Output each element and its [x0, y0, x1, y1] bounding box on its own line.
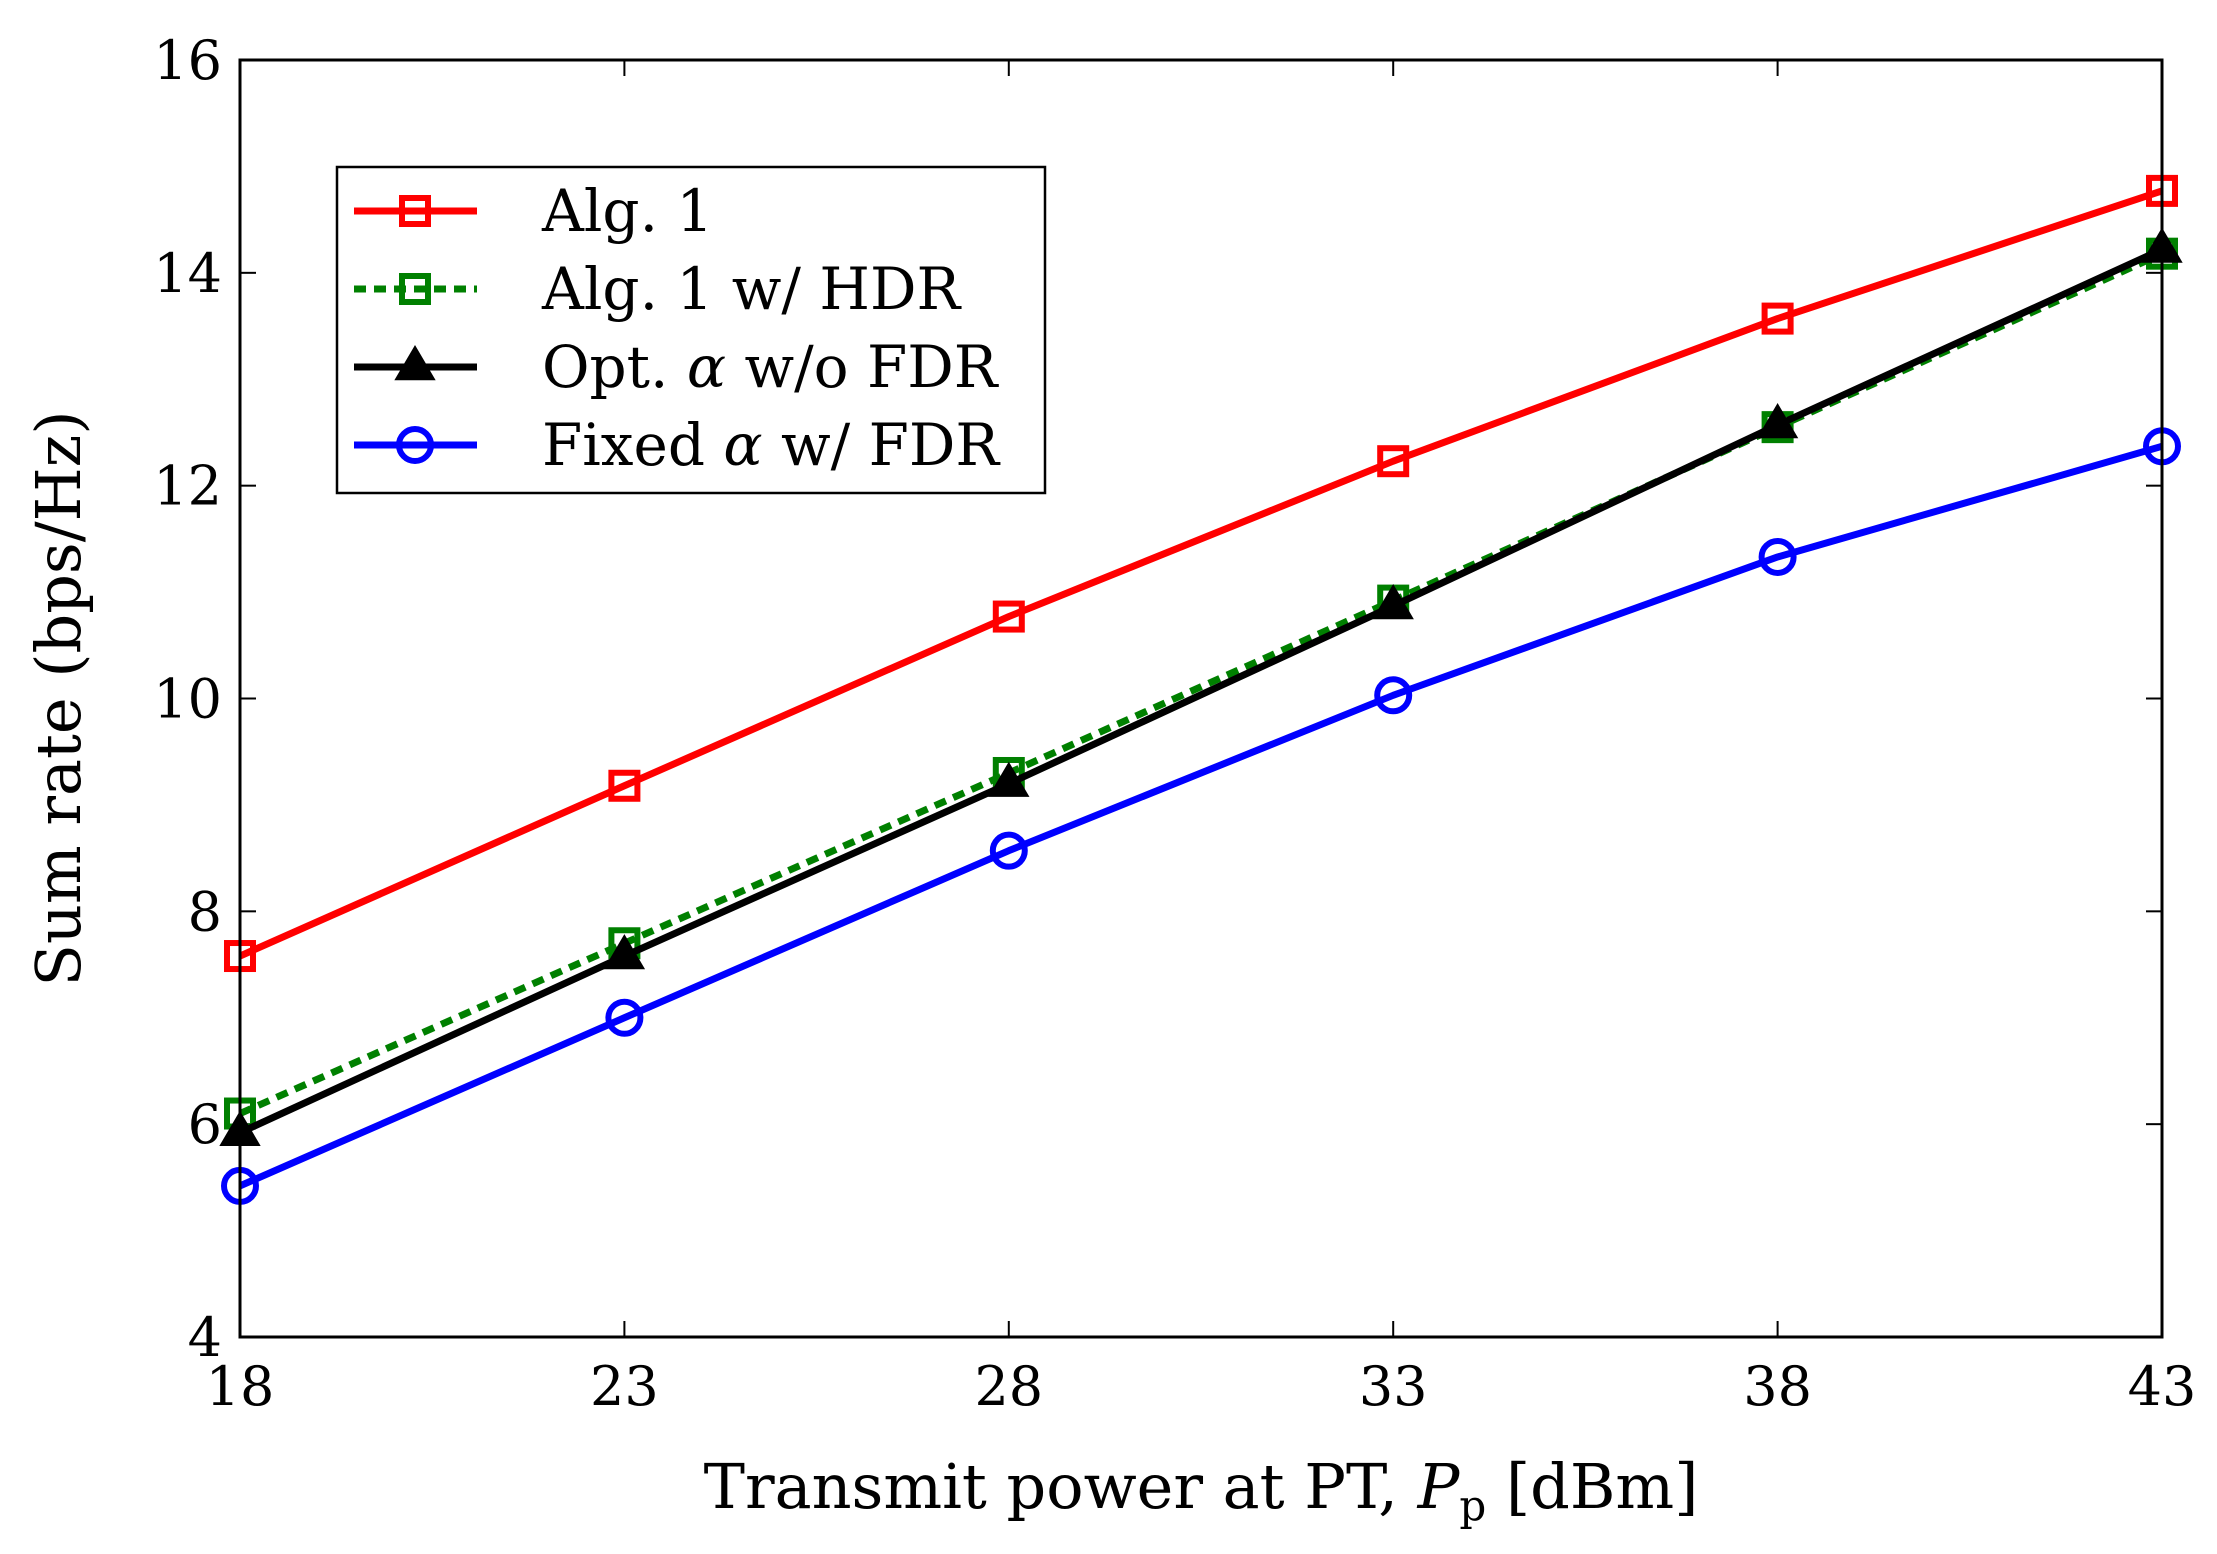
series-2: [219, 227, 2183, 1146]
legend-marker: [399, 273, 431, 305]
data-point: [988, 761, 1030, 797]
x-axis-title-subscript: p: [1459, 1481, 1486, 1530]
y-tick-label: 6: [188, 1093, 222, 1156]
data-point: [603, 934, 646, 970]
data-point: [1372, 583, 1414, 620]
y-tick-label: 4: [188, 1306, 222, 1369]
x-tick-label: 38: [1743, 1355, 1812, 1418]
legend-entry: Alg. 1 w/ HDR: [354, 255, 962, 323]
legend-label: Fixed α w/ FDR: [542, 411, 1001, 479]
legend-label: Opt. α w/o FDR: [542, 333, 1000, 401]
x-tick-label: 18: [206, 1355, 275, 1418]
y-tick-label: 16: [153, 29, 222, 92]
legend-symbol: α: [687, 333, 726, 401]
legend-marker: [396, 426, 434, 464]
legend-marker: [394, 345, 436, 381]
legend-text: Alg. 1 w/ HDR: [541, 255, 962, 323]
legend-marker: [399, 195, 431, 227]
legend-symbol: α: [723, 411, 762, 479]
x-tick-label: 23: [590, 1355, 659, 1418]
legend-entry: Opt. α w/o FDR: [354, 333, 1000, 401]
y-tick-label: 8: [188, 880, 222, 943]
legend-box: [335, 165, 1047, 495]
series-line: [238, 442, 2163, 1190]
series-line: [238, 187, 2164, 960]
series-line: [238, 250, 2164, 1117]
x-tick-label: 28: [974, 1355, 1043, 1418]
x-tick-label: 43: [2128, 1355, 2197, 1418]
plot-frame: [238, 58, 2164, 1339]
x-axis-title-main: Transmit power at PT,: [704, 1450, 1418, 1523]
series-0: [224, 174, 2178, 973]
legend-entry: Fixed α w/ FDR: [354, 411, 1001, 479]
legend-label: Alg. 1: [541, 177, 713, 245]
y-axis-title: Sum rate (bps/Hz): [22, 410, 95, 986]
legend-label: Alg. 1 w/ HDR: [541, 255, 962, 323]
data-point: [1377, 445, 1410, 478]
data-point: [1758, 537, 1797, 576]
legend-text: w/ FDR: [763, 411, 1002, 479]
y-tick-label: 14: [153, 242, 222, 305]
data-point: [608, 769, 641, 802]
x-axis-title-unit: [dBm]: [1486, 1450, 1698, 1523]
legend-entry: Alg. 1: [354, 177, 713, 245]
data-point: [1761, 302, 1794, 335]
legend-text: Fixed: [542, 411, 723, 479]
data-point: [989, 831, 1028, 870]
legend-text: w/o FDR: [726, 333, 1000, 401]
legend-text: Opt.: [542, 333, 687, 401]
legend-text: Alg. 1: [541, 177, 713, 245]
y-tick-label: 10: [153, 668, 222, 731]
x-axis-title: Transmit power at PT, Pp [dBm]: [704, 1450, 1699, 1530]
y-tick-label: 12: [153, 455, 222, 518]
data-point: [605, 998, 644, 1037]
series-line: [238, 246, 2164, 1136]
data-point: [1756, 403, 1799, 439]
data-point: [1374, 676, 1413, 715]
x-axis-title-symbol: P: [1417, 1450, 1461, 1523]
series-3: [221, 427, 2181, 1205]
data-point: [992, 600, 1025, 633]
x-tick-label: 33: [1359, 1355, 1428, 1418]
